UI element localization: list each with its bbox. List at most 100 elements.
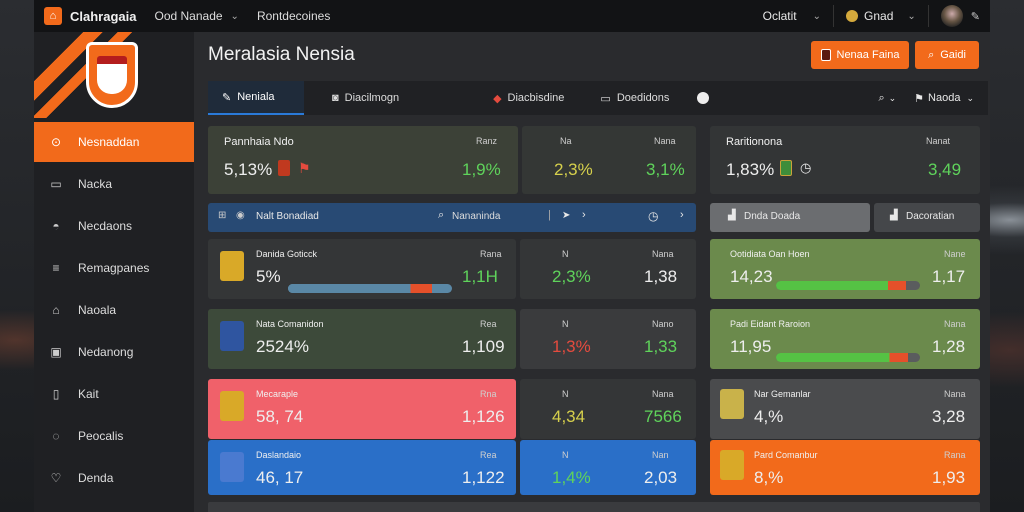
window-icon: ▭ [600,92,611,105]
sidebar-item-label: Nacka [78,177,113,191]
sidebar-item-label: Kait [78,387,99,401]
top-menu-item-2[interactable]: Rontdecoines [256,9,331,23]
match-row-mid[interactable]: N 1,3% Nano 1,33 [520,309,696,369]
sidebar-item-7[interactable]: ◌ Peocalis [34,416,194,456]
odds-value[interactable]: 1,122 [462,468,505,487]
edit-icon[interactable]: ✎ [970,10,980,23]
odds-value[interactable]: 1,3% [552,337,591,356]
summary-card-right: Raritionona 1,83% ◷ Nanat 3,49 [710,126,980,194]
odds-value[interactable]: 1,38 [644,267,678,286]
filter-button-1[interactable]: ▟ Dnda Doada [710,203,870,232]
match-row-mid[interactable]: N 1,4% Nan 2,03 [520,440,696,495]
camera-icon: ◙ [332,92,339,104]
odds-value[interactable]: 1,4% [552,468,591,487]
chevron-down-icon[interactable]: ⌄ [888,92,897,103]
chevron-right-icon[interactable]: › [582,209,586,221]
summary-card-mid: Na 2,3% Nana 3,1% [522,126,696,194]
odds-header: Nana [654,136,676,146]
record-button[interactable] [683,81,723,115]
header-action-button-1[interactable]: Nenaa Faina [811,41,909,69]
tab-doedidons[interactable]: ▭ Doedidons [586,81,683,115]
odds-value[interactable]: 1,33 [644,337,678,356]
match-row-right[interactable]: Nar Gemanlar 4,% Nana 3,28 [710,379,980,439]
match-row-left[interactable]: Nata Comanidon 2524% Rea 1,109 [208,309,516,369]
team-score: 2524% [256,337,309,356]
shield-icon: ◆ [493,92,502,105]
match-row-mid[interactable]: N 2,3% Nana 1,38 [520,239,696,299]
search-icon[interactable]: ⌕ [878,91,885,104]
sidebar-item-4[interactable]: ⌂ Naoala [34,290,194,330]
odds-value[interactable]: 1,28 [932,337,966,356]
odds-value[interactable]: 7566 [644,407,682,426]
match-row-left[interactable]: Danida Goticck 5% Rana 1,1H [208,239,516,299]
record-icon [697,92,710,104]
tab-diacbisdine[interactable]: ◆ Diacbisdine [479,81,578,115]
chevron-right-icon[interactable]: › [680,209,684,221]
search-input[interactable]: Nananinda [452,211,501,222]
odds-value[interactable]: 1,93 [932,468,966,487]
account-menu[interactable]: Oclatit [762,9,797,23]
odds-header: Na [560,136,572,146]
coin-icon [846,10,859,22]
play-icon[interactable]: ➤ [562,210,571,221]
sidebar-item-8[interactable]: ♡ Denda [34,458,194,498]
odds-header: Nanat [926,136,951,146]
match-row-right[interactable]: Padi Eidant Raroion 11,95 Nana 1,28 [710,309,980,369]
team-flag-icon [220,251,244,281]
odds-value[interactable]: 4,34 [552,407,586,426]
sidebar-item-1[interactable]: ▭ Nacka [34,164,194,204]
balance-menu[interactable]: Gnad ⌄ [846,9,916,23]
document-icon: ▯ [52,387,60,401]
filter-button-label: Dacoratian [906,211,955,222]
main-content: Meralasia Nensia Nenaa Faina ⌕ Gaidi ✎ N… [194,32,990,512]
match-row-left[interactable]: Daslandaio 46, 17 Rea 1,122 [208,440,516,495]
odds-value[interactable]: 1,109 [462,337,505,356]
team-score: 5% [256,267,281,286]
team-badge-icon [278,160,290,176]
tab-diacilmogn[interactable]: ◙ Diacilmogn [318,81,413,115]
odds-value[interactable]: 3,28 [932,407,966,426]
tab-neniala[interactable]: ✎ Neniala [208,81,304,115]
divider [833,5,835,27]
sidebar-item-label: Peocalis [78,429,124,443]
filter-button-2[interactable]: ▟ Dacoratian [874,203,980,232]
odds-value[interactable]: 1,17 [932,267,966,286]
match-row-right[interactable]: Pard Comanbur 8,% Rana 1,93 [710,440,980,495]
expand-icon[interactable]: ⊞ [218,210,227,221]
heart-icon: ♡ [50,471,62,485]
sidebar-item-2[interactable]: ◓ Necdaons [34,206,194,246]
search-icon[interactable]: ⌕ [438,209,445,221]
summary-value: 5,13% [224,160,273,179]
tab-bar: ✎ Neniala ◙ Diacilmogn ◆ Diacbisdine ▭ D… [208,81,988,115]
match-row-left[interactable]: Mecaraple 58, 74 Rna 1,126 [208,379,516,439]
tab-label: Neniala [237,91,275,103]
chevron-down-icon[interactable]: ⌄ [230,10,239,22]
filter-icon[interactable]: ⚑ [914,92,925,105]
chevron-down-icon[interactable]: ⌄ [966,92,974,103]
calendar-icon: ▣ [50,345,62,359]
app-logo-icon[interactable]: ⌂ [44,7,62,25]
avatar[interactable] [940,5,963,27]
sidebar-item-5[interactable]: ▣ Nedanong [34,332,194,372]
filter-menu[interactable]: Naoda [928,92,961,104]
sidebar-item-6[interactable]: ▯ Kait [34,374,194,414]
team-score: 14,23 [730,267,773,286]
match-row-right[interactable]: Ootidiata Oan Hoen 14,23 Nane 1,17 [710,239,980,299]
sidebar-item-label: Nesnaddan [78,135,140,149]
top-menu-item-1[interactable]: Ood Nanade [154,9,223,23]
odds-value[interactable]: 1,126 [462,407,505,426]
match-row-mid[interactable]: N 4,34 Nana 7566 [520,379,696,439]
team-score: 58, 74 [256,407,304,426]
chevron-down-icon[interactable]: ⌄ [812,10,822,22]
odds-value[interactable]: 2,3% [552,267,591,286]
odds-header: Nan [652,450,669,460]
sidebar-item-0[interactable]: ⊙ Nesnaddan [34,122,194,162]
odds-value[interactable]: 2,03 [644,468,678,487]
clock-icon[interactable]: ◷ [648,209,659,223]
odds-header: N [562,389,569,399]
page-title: Meralasia Nensia [208,44,355,65]
sidebar-item-3[interactable]: ≡ Remagpanes [34,248,194,288]
header-action-button-2[interactable]: ⌕ Gaidi [915,41,979,69]
clock-icon: ⊙ [50,135,62,149]
odds-value[interactable]: 1,1H [462,267,498,286]
